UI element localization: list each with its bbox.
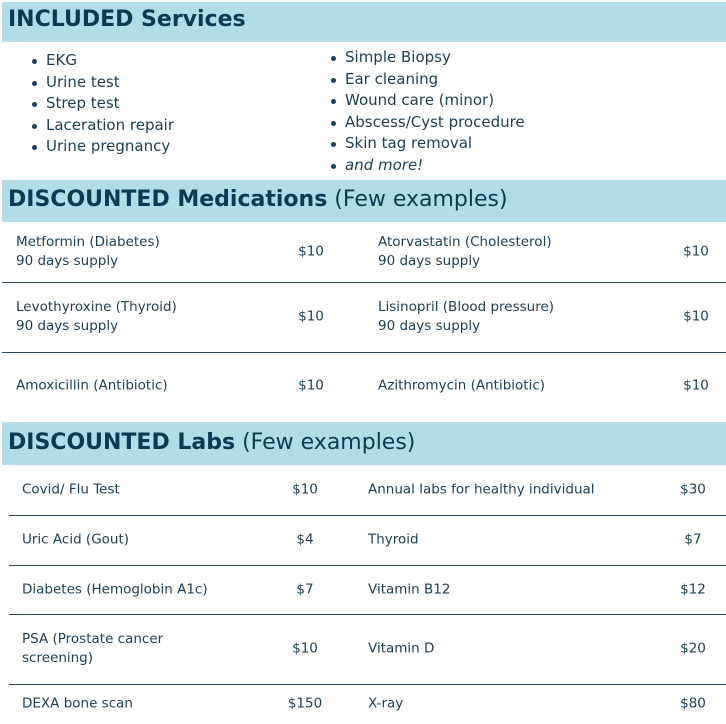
item-name-text: Atorvastatin (Cholesterol) (378, 234, 552, 250)
item-name-text: Amoxicillin (Antibiotic) (16, 377, 168, 394)
item-price: $10 (292, 640, 318, 657)
item-note: 90 days supply (16, 253, 119, 269)
service-item: Skin tag removal (331, 133, 525, 155)
medications-subtitle: (Few examples) (334, 187, 508, 212)
item-price: $30 (680, 481, 706, 498)
service-item: Ear cleaning (331, 69, 525, 91)
item-price: $10 (298, 377, 324, 394)
medications-title: DISCOUNTED Medications (8, 187, 328, 212)
service-item: Urine pregnancy (32, 136, 174, 158)
item-name: Levothyroxine (Thyroid) 90 days supply (16, 298, 177, 336)
item-name-text: Covid/ Flu Test (22, 481, 120, 498)
included-services-header: INCLUDED Services (2, 2, 726, 42)
item-name-text: Diabetes (Hemoglobin A1c) (22, 581, 208, 597)
item-price: $80 (680, 695, 706, 712)
item-name-text: Lisinopril (Blood pressure) (378, 299, 555, 315)
medications-header: DISCOUNTED Medications (Few examples) (2, 180, 726, 222)
item-name: Covid/ Flu Test (22, 481, 120, 500)
labs-title: DISCOUNTED Labs (8, 430, 236, 455)
service-item: Simple Biopsy (331, 47, 525, 69)
included-services-list-right: Simple Biopsy Ear cleaning Wound care (min… (331, 47, 525, 177)
medication-row: Metformin (Diabetes) 90 days supply $10 Ato… (2, 222, 726, 283)
item-name-text: DEXA bone scan (22, 695, 133, 712)
item-name: Azithromycin (Antibiotic) (378, 377, 545, 396)
item-name: Diabetes (Hemoglobin A1c) (22, 580, 208, 599)
service-item: Urine test (32, 72, 174, 94)
item-name: Annual labs for healthy individual (368, 481, 595, 498)
service-item: and more! (331, 155, 525, 177)
item-name-text: Metformin (Diabetes) (16, 234, 160, 250)
item-price: $150 (287, 695, 323, 712)
included-services-list-left: EKG Urine test Strep test Laceration repair… (32, 50, 174, 158)
item-price: $10 (298, 308, 324, 325)
item-name: Vitamin B12 (368, 581, 451, 597)
included-services-title: INCLUDED Services (8, 7, 246, 32)
item-name: X-ray (368, 695, 404, 712)
item-name-text: PSA (Prostate cancer (22, 631, 164, 647)
lab-row: DEXA bone scan $150 X-ray $80 (9, 684, 726, 724)
item-price: $10 (292, 481, 318, 498)
item-name: Uric Acid (Gout) (22, 531, 129, 550)
item-price: $10 (683, 377, 709, 394)
item-name: PSA (Prostate cancer screening) (22, 630, 163, 668)
item-note: 90 days supply (16, 318, 119, 334)
item-price: $10 (683, 308, 709, 325)
item-price: $20 (680, 640, 706, 657)
service-item: EKG (32, 50, 174, 72)
service-item: Strep test (32, 93, 174, 115)
lab-row: Uric Acid (Gout) $4 Thyroid $7 (9, 515, 726, 566)
item-price: $12 (680, 581, 706, 597)
item-name-text: Levothyroxine (Thyroid) (16, 299, 177, 315)
medication-row: Amoxicillin (Antibiotic) $10 Azithromycin … (2, 352, 726, 420)
item-name-text: Uric Acid (Gout) (22, 531, 130, 548)
lab-row: PSA (Prostate cancer screening) $10 Vitamin… (9, 614, 726, 685)
item-price: $7 (296, 581, 314, 597)
item-name: DEXA bone scan (22, 695, 133, 714)
item-name: Thyroid (368, 531, 419, 548)
labs-header: DISCOUNTED Labs (Few examples) (2, 422, 726, 465)
labs-subtitle: (Few examples) (242, 430, 416, 455)
item-note: 90 days supply (378, 253, 481, 269)
item-note: 90 days supply (378, 318, 481, 334)
item-name: Lisinopril (Blood pressure) 90 days suppl… (378, 298, 554, 336)
item-name: Atorvastatin (Cholesterol) 90 days supply (378, 233, 552, 271)
item-price: $7 (684, 531, 702, 548)
lab-row: Covid/ Flu Test $10 Annual labs for health… (9, 465, 726, 516)
item-name-text: Azithromycin (Antibiotic) (378, 377, 546, 394)
item-price: $10 (683, 243, 709, 260)
medication-row: Levothyroxine (Thyroid) 90 days supply $10… (2, 282, 726, 353)
item-name: Metformin (Diabetes) 90 days supply (16, 233, 160, 271)
item-price: $4 (296, 531, 314, 548)
service-item: Wound care (minor) (331, 90, 525, 112)
item-name: Vitamin D (368, 640, 435, 657)
item-name: Amoxicillin (Antibiotic) (16, 377, 168, 396)
item-price: $10 (298, 243, 324, 260)
item-note: screening) (22, 650, 94, 666)
lab-row: Diabetes (Hemoglobin A1c) $7 Vitamin B12 $1… (9, 565, 726, 615)
service-item: Abscess/Cyst procedure (331, 112, 525, 134)
service-item: Laceration repair (32, 115, 174, 137)
